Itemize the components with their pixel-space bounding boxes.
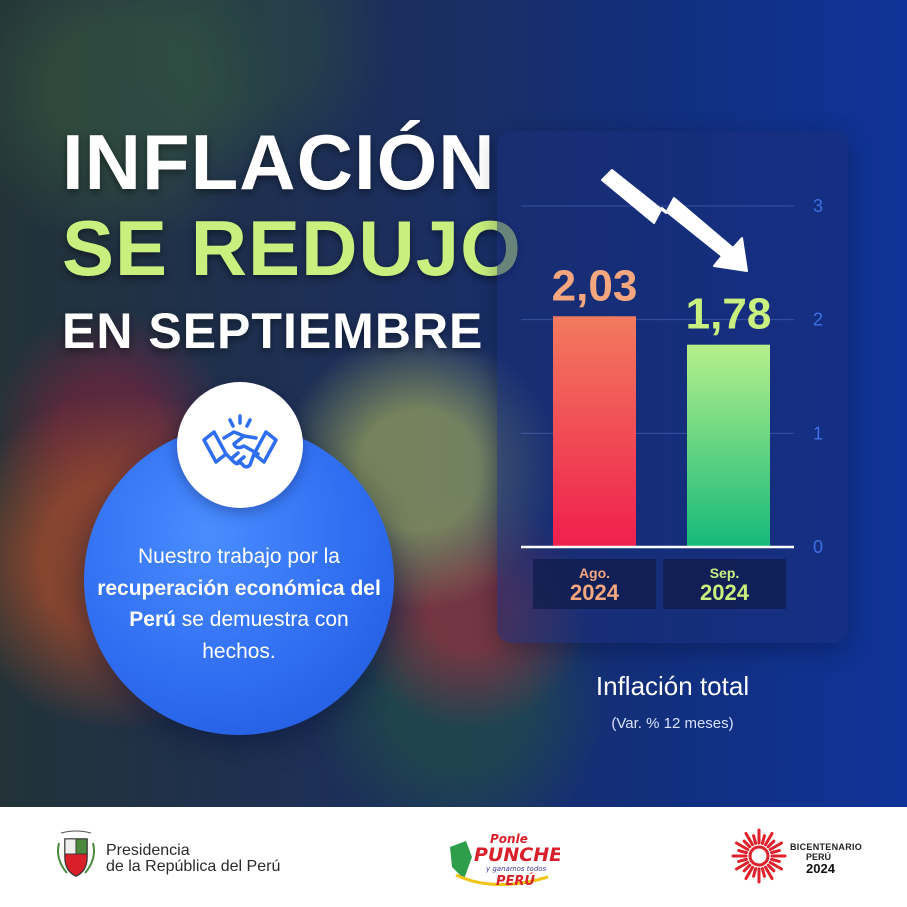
presidencia-line-1: Presidencia [106,842,190,859]
peru-coat-of-arms-logo [57,830,95,877]
y-tick-label: 0 [813,537,823,557]
ponle-punche-logo: Ponle PUNCHE y ganamos todos PERÚ [450,832,560,889]
bar-0 [553,316,636,547]
message-text-part2: se demuestra con hechos. [175,608,349,663]
x-tick-box-ago: Ago. 2024 [533,559,656,609]
sun-ray [734,861,750,871]
sun-ray [742,863,752,873]
headline-line-1: INFLACIÓN [62,118,496,206]
svg-text:y ganamos todos: y ganamos todos [485,865,547,873]
sun-ray [768,841,784,851]
svg-text:PUNCHE: PUNCHE [474,844,560,866]
chart-subtitle: (Var. % 12 meses) [611,715,734,732]
svg-text:PERÚ: PERÚ [496,873,535,889]
chart-panel: 0 1 2 3 2,03 1,78 Ago. 2024 Sep. 2024 [497,131,848,643]
message-text-bold: recuperación económica del Perú [97,576,381,632]
message-text-part1: Nuestro trabajo por la [138,545,340,568]
sun-ray [760,834,766,845]
x-tick-year: 2024 [700,580,749,605]
sun-ray [770,857,781,863]
handshake-badge [177,382,303,508]
sun-ray [744,865,754,881]
sun-ray [737,849,748,855]
chart-title: Inflación total [595,671,750,701]
bicentenario-line-3: 2024 [806,861,835,876]
x-tick-box-sep: Sep. 2024 [663,559,786,609]
x-tick-month: Ago. [578,565,611,581]
bicentenario-line-2: PERÚ [806,852,832,862]
sun-ray [766,863,776,873]
sun-ray [768,861,784,871]
handshake-icon [202,414,278,469]
bar-value-label: 1,78 [686,290,772,339]
presidencia-line-2: de la República del Perú [106,858,281,875]
y-tick-label: 3 [813,196,823,216]
sun-ray [766,839,776,849]
sun-ray [742,839,752,849]
x-tick-year: 2024 [570,580,619,605]
sun-ray [770,849,781,855]
y-tick-label: 1 [813,423,823,443]
x-tick-month: Sep. [709,565,740,581]
sun-ray [744,831,754,847]
svg-text:Ponle: Ponle [490,832,528,846]
bicentenario-line-1: BICENTENARIO [790,842,863,852]
bar-1 [687,344,770,547]
bar-value-label: 2,03 [552,261,638,310]
sun-ray [760,867,766,878]
sun-ray [752,834,758,845]
bicentenario-sun-logo [731,828,787,884]
y-tick-label: 2 [813,310,823,330]
sun-ray [734,841,750,851]
sun-ray [752,867,758,878]
sun-ray [764,865,774,881]
down-trend-arrow-icon [601,169,748,272]
sun-ray [764,831,774,847]
sun-ray [737,857,748,863]
headline-line-2: SE REDUJO [62,204,522,292]
message-text: Nuestro trabajo por la recuperación econ… [96,541,382,667]
headline-line-3: EN SEPTIEMBRE [62,303,484,359]
